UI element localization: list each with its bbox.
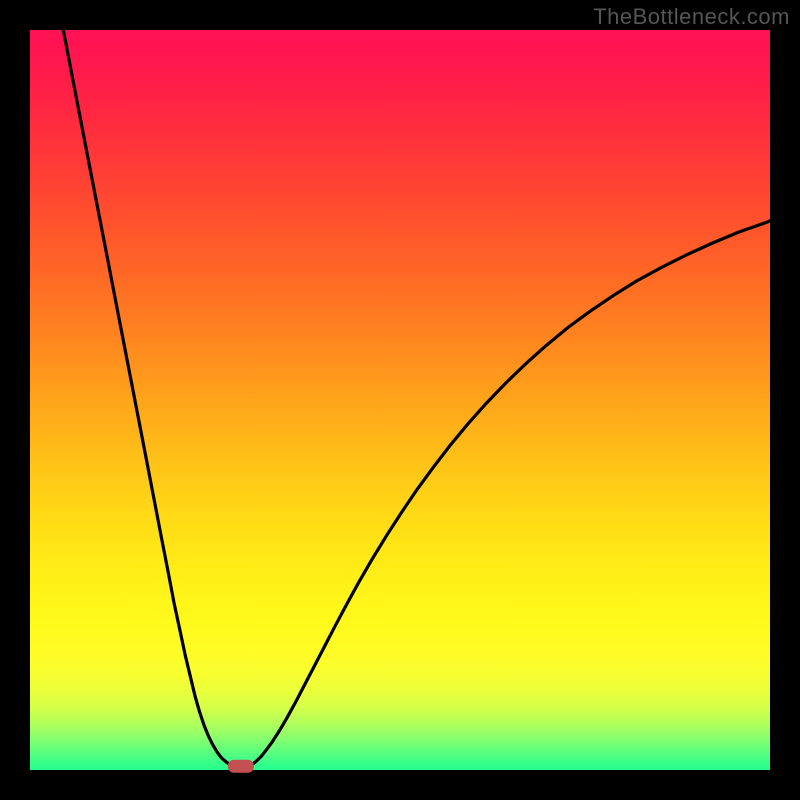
chart-frame: TheBottleneck.com — [0, 0, 800, 800]
bottleneck-chart — [0, 0, 800, 800]
bottleneck-marker — [228, 760, 254, 773]
plot-background — [30, 30, 770, 770]
